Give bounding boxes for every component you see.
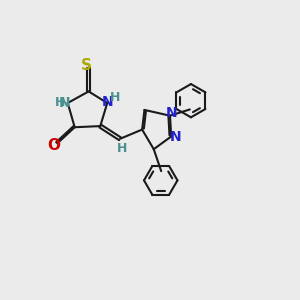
Text: N: N [169,130,181,144]
Text: N: N [101,95,113,109]
Text: N: N [166,106,178,120]
Text: S: S [81,58,92,73]
Text: H: H [117,142,127,155]
Text: H: H [110,92,121,104]
Text: N: N [58,95,70,110]
Text: O: O [47,138,61,153]
Text: H: H [55,96,65,109]
